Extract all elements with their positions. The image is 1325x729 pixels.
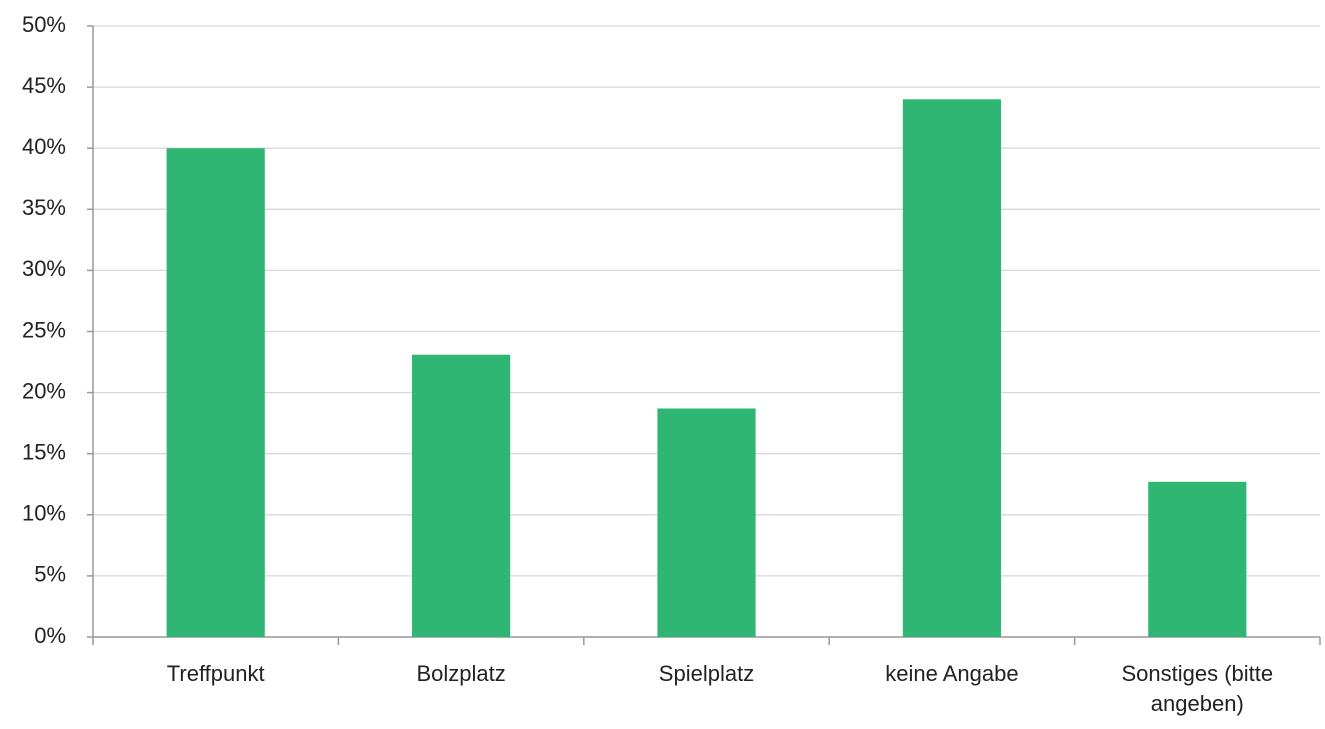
x-tick-label: keine Angabe [885,661,1019,686]
x-tick-label: Treffpunkt [166,661,265,686]
x-tick-label: Sonstiges (bitte angeben) [1121,661,1274,716]
y-tick-label: 35% [22,195,66,220]
y-tick-label: 5% [34,562,66,587]
x-tick-label: Spielplatz [658,661,755,686]
x-tick-label-box: Sonstiges (bitte angeben) [1121,661,1274,716]
x-tick-label-box: Bolzplatz [416,661,506,686]
bar [902,99,1001,637]
bar [166,148,265,637]
y-tick-label: 10% [22,501,66,526]
y-tick-label: 30% [22,256,66,281]
y-tick-label: 15% [22,440,66,465]
y-tick-label: 0% [34,623,66,648]
bar [412,354,511,637]
y-tick-label: 40% [22,134,66,159]
x-tick-label-box: Spielplatz [658,661,755,686]
y-tick-label: 50% [22,12,66,37]
y-tick-label: 45% [22,73,66,98]
y-tick-label: 25% [22,317,66,342]
x-tick-label: Bolzplatz [416,661,506,686]
x-tick-label-box: keine Angabe [885,661,1019,686]
y-tick-label: 20% [22,378,66,403]
x-tick-label-box: Treffpunkt [166,661,265,686]
bar [657,408,756,637]
bar [1148,481,1247,637]
